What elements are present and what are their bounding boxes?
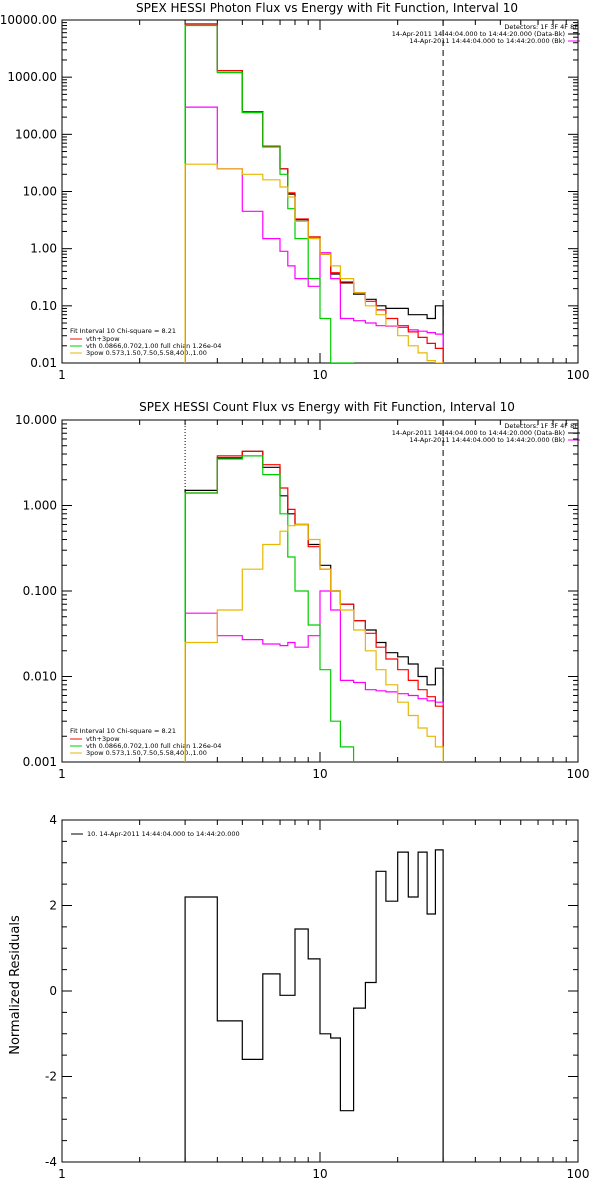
- y-tick-label: 10.000: [15, 413, 57, 427]
- y-axis-label: Normalized Residuals: [8, 915, 23, 1055]
- y-tick-label: 0.010: [23, 670, 57, 684]
- y-tick-label: 1.000: [23, 499, 57, 513]
- series-layer: [184, 849, 444, 1162]
- series-3pow: [184, 163, 444, 363]
- y-tick-label: 0.01: [30, 356, 57, 370]
- legend-residuals: 10. 14-Apr-2011 14:44:04.000 to 14:44:20…: [87, 830, 240, 838]
- chart-title: SPEX HESSI Photon Flux vs Energy with Fi…: [136, 1, 518, 15]
- series-data-bk: [184, 450, 444, 762]
- y-tick-label: 0.100: [23, 584, 57, 598]
- count-flux-chart: SPEX HESSI Count Flux vs Energy with Fit…: [15, 400, 589, 781]
- y-tick-label: 1000.00: [7, 70, 57, 84]
- legend-bk: 14-Apr-2011 14:44:04.000 to 14:44:20.000…: [409, 37, 565, 45]
- legend-detectors: Detectors: 1F 3F 4F 8F: [504, 23, 578, 31]
- legend-data-bk: 14-Apr-2011 14:44:04.000 to 14:44:20.000…: [392, 30, 565, 38]
- legend-fit-interval: Fit Interval 10 Chi-square = 8.21: [70, 327, 176, 335]
- x-tick-label: 100: [567, 1167, 590, 1181]
- y-tick-label: 4: [49, 813, 57, 827]
- series-vth: [184, 455, 355, 762]
- series-3pow: [184, 523, 444, 762]
- y-tick-label: 0: [49, 984, 57, 998]
- x-tick-label: 1: [58, 1167, 66, 1181]
- y-tick-label: 100.00: [15, 127, 57, 141]
- y-tick-label: 2: [49, 899, 57, 913]
- x-tick-label: 1: [58, 767, 66, 781]
- series-bk: [184, 590, 444, 762]
- y-tick-label: 0.001: [23, 755, 57, 769]
- y-tick-label: 0.10: [30, 299, 57, 313]
- legend-vth: vth 0.0866,0.702,1.00 full chian 1.26e-0…: [86, 742, 221, 750]
- x-tick-label: 10: [312, 1167, 327, 1181]
- series-vth-3pow: [184, 23, 444, 363]
- legend-3pow: 3pow 0.573,1.50,7.50,5.58,400.,1.00: [86, 749, 207, 757]
- photon-flux-chart: SPEX HESSI Photon Flux vs Energy with Fi…: [0, 1, 589, 382]
- y-tick-label: -4: [45, 1155, 57, 1169]
- legend-detectors: Detectors: 1F 3F 4F 8F: [504, 422, 578, 430]
- legend-total: vth+3pow: [86, 335, 120, 343]
- legend-3pow: 3pow 0.573,1.50,7.50,5.58,400.,1.00: [86, 349, 207, 357]
- series-data-bk: [184, 23, 444, 363]
- x-tick-label: 10: [312, 368, 327, 382]
- residuals-chart: Normalized Residuals 10. 14-Apr-2011 14:…: [8, 813, 589, 1181]
- x-tick-label: 10: [312, 767, 327, 781]
- legend-data-bk: 14-Apr-2011 14:44:04.000 to 14:44:20.000…: [392, 429, 565, 437]
- series-vth: [184, 24, 355, 363]
- series-bk: [184, 106, 444, 363]
- legend-total: vth+3pow: [86, 735, 120, 743]
- legend-fit-interval: Fit Interval 10 Chi-square = 8.21: [70, 727, 176, 735]
- x-tick-label: 100: [567, 368, 590, 382]
- y-tick-label: 10.00: [23, 185, 57, 199]
- y-tick-label: 1.00: [30, 242, 57, 256]
- chart-title: SPEX HESSI Count Flux vs Energy with Fit…: [139, 400, 515, 414]
- series-residuals: [184, 849, 444, 1162]
- x-tick-label: 1: [58, 368, 66, 382]
- y-tick-label: 10000.00: [0, 13, 57, 27]
- series-vth-3pow: [184, 450, 444, 762]
- x-tick-label: 100: [567, 767, 590, 781]
- series-layer: [184, 450, 444, 762]
- y-tick-label: -2: [45, 1070, 57, 1084]
- series-layer: [184, 23, 444, 363]
- legend-vth: vth 0.0866,0.702,1.00 full chian 1.26e-0…: [86, 342, 221, 350]
- legend-bk: 14-Apr-2011 14:44:04.000 to 14:44:20.000…: [409, 436, 565, 444]
